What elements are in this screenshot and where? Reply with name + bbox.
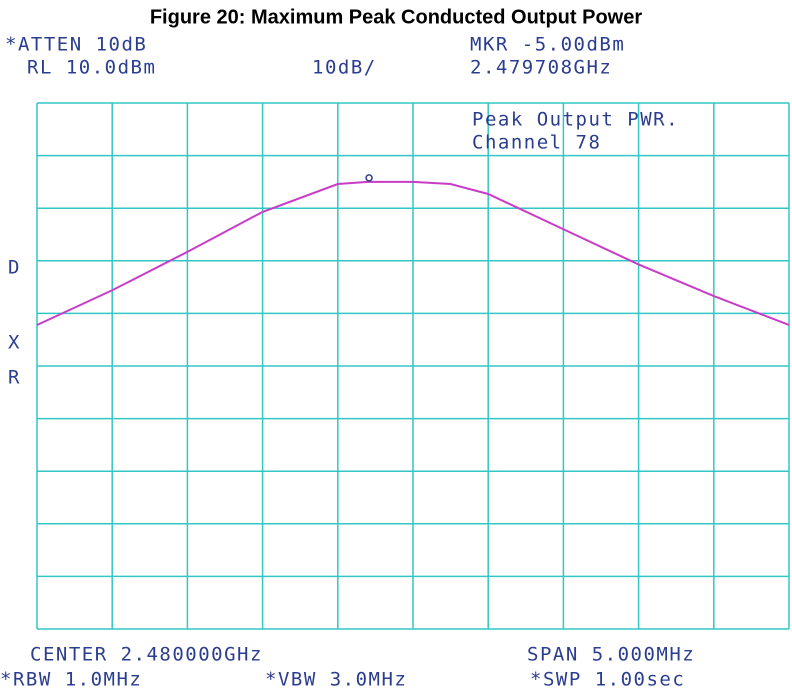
annotation: RL 10.0dBm <box>27 57 156 79</box>
annotation: 10dB/ <box>312 57 377 79</box>
annotation: Peak Output PWR. <box>472 109 679 131</box>
annotation: Channel 78 <box>472 132 601 154</box>
annotation: *SWP 1.00sec <box>530 669 685 691</box>
annotation: SPAN 5.000MHz <box>527 644 695 666</box>
trace <box>36 180 790 326</box>
annotation: *RBW 1.0MHz <box>0 669 142 691</box>
annotation: *VBW 3.0MHz <box>265 669 407 691</box>
marker <box>365 174 373 182</box>
chart-title: Figure 20: Maximum Peak Conducted Output… <box>150 6 643 28</box>
annotation: CENTER 2.480000GHz <box>30 644 263 666</box>
annotation: D <box>8 257 21 279</box>
annotation: MKR -5.00dBm <box>470 34 625 56</box>
annotation: R <box>8 367 21 389</box>
annotation: X <box>8 332 21 354</box>
annotation: *ATTEN 10dB <box>5 34 147 56</box>
annotation: 2.479708GHz <box>470 57 612 79</box>
